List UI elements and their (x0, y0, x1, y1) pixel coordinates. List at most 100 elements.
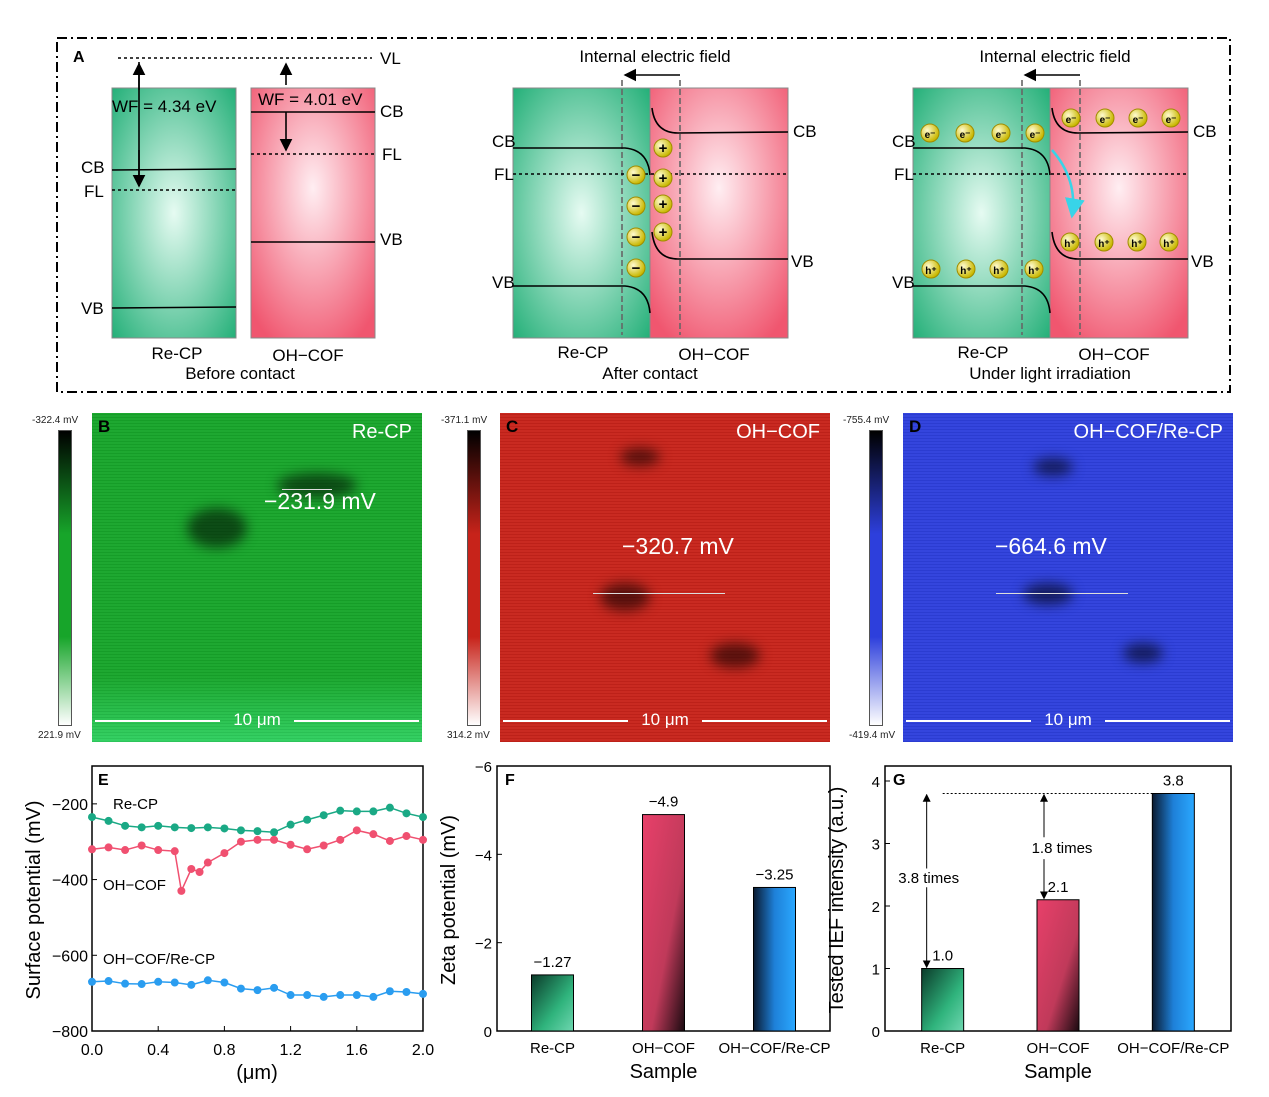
oh-cof-block (250, 87, 376, 339)
map-title: OH−COF (736, 421, 820, 443)
electron: e⁻ (1066, 115, 1077, 126)
y-tick-label: 1 (872, 962, 880, 979)
dark-spot (1123, 643, 1163, 663)
data-point (154, 977, 163, 986)
vb-label: VB (380, 230, 403, 249)
line-profile (996, 593, 1128, 594)
panel-f-bar-chart: F 0 −2 −4 −6 −1.27 Re-CP −4.9 OH−COF −3.25 OH−COF/… (438, 759, 831, 1083)
color-bar (869, 430, 883, 726)
data-point (170, 847, 179, 856)
y-tick-label: 0 (872, 1024, 880, 1041)
scale-bar: 10 μm (500, 710, 830, 730)
bar (921, 968, 965, 1032)
data-point (203, 976, 212, 985)
electron: e⁻ (996, 130, 1007, 141)
dark-spot (620, 448, 660, 466)
cb-left-bent (913, 147, 1051, 176)
negative-charge: − (632, 229, 641, 246)
map-title: OH−COF/Re-CP (1073, 421, 1223, 443)
vb-label: VB (791, 252, 814, 271)
hole-ball (1024, 259, 1044, 279)
cb-left-bent (513, 147, 651, 176)
hole: h⁺ (1163, 239, 1174, 250)
fl-label: FL (894, 165, 914, 184)
data-label: −1.27 (534, 954, 572, 971)
data-point (419, 989, 427, 998)
caption: After contact (602, 364, 698, 383)
category-label: Re-CP (530, 1040, 575, 1057)
dark-spot (277, 473, 357, 498)
data-point (369, 992, 378, 1001)
vb-left-bent (913, 285, 1051, 314)
charge-transfer-arrow (1051, 149, 1085, 219)
line-profile (593, 593, 725, 594)
data-point (137, 980, 146, 989)
category-label: Re-CP (920, 1040, 965, 1057)
potential-value: −320.7 mV (622, 533, 734, 559)
positive-charge-ball (653, 138, 673, 158)
category-label: OH−COF/Re-CP (1117, 1040, 1229, 1057)
hole-ball (1127, 232, 1147, 252)
dark-spot (187, 508, 247, 548)
bar (531, 974, 574, 1032)
kpfm-map-b: B Re-CP −231.9 mV 10 μm (92, 413, 422, 742)
data-point (121, 846, 130, 855)
positive-charge: + (659, 170, 668, 187)
data-point (352, 991, 361, 1000)
series-label: Re-CP (113, 796, 158, 813)
data-point (270, 828, 279, 837)
data-point (154, 846, 163, 855)
hole: h⁺ (960, 266, 971, 277)
data-point (336, 835, 345, 844)
colorbar-max-label: -371.1 mV (441, 415, 488, 426)
data-label: 1.0 (932, 948, 953, 965)
data-point (253, 827, 262, 836)
cb-label: CB (1193, 122, 1217, 141)
x-tick-label: 1.6 (346, 1042, 368, 1059)
data-point (88, 813, 96, 822)
y-tick-label: −600 (52, 948, 88, 965)
re-cp-label: Re-CP (151, 344, 202, 363)
hole: h⁺ (1064, 239, 1075, 250)
fl-label: FL (84, 182, 104, 201)
positive-charge-ball (653, 222, 673, 242)
data-point (385, 803, 394, 812)
oh-cof-label: OH−COF (1078, 345, 1149, 364)
data-point (336, 806, 345, 815)
electron: e⁻ (960, 130, 971, 141)
wf-right-label: WF = 4.01 eV (258, 90, 363, 109)
series-label: OH−COF/Re-CP (103, 951, 215, 968)
data-label: −4.9 (649, 794, 679, 811)
electron-ball (1161, 108, 1181, 128)
vb-label: VB (1191, 252, 1214, 271)
scale-bar: 10 μm (92, 710, 422, 730)
hole-ball (956, 259, 976, 279)
vb-left-bent (513, 285, 651, 314)
vb-right-bent (1051, 231, 1188, 260)
electron: e⁻ (1030, 130, 1041, 141)
data-point (319, 811, 328, 820)
x-tick-label: 0.8 (213, 1042, 235, 1059)
negative-charge-ball (626, 196, 646, 216)
hole: h⁺ (993, 266, 1004, 277)
y-axis-label: Surface potential (mV) (23, 801, 45, 1000)
data-point (177, 886, 186, 895)
re-cp-label: Re-CP (957, 343, 1008, 362)
hole-ball (1094, 232, 1114, 252)
electron: e⁻ (1100, 115, 1111, 126)
data-point (319, 992, 328, 1001)
y-tick-label: 0 (484, 1024, 492, 1041)
data-point (286, 820, 295, 829)
map-title: Re-CP (351, 421, 412, 443)
hole-ball (1060, 232, 1080, 252)
y-tick-label: −200 (52, 797, 88, 814)
negative-charge-ball (626, 258, 646, 278)
hole-ball (1159, 232, 1179, 252)
category-label: OH−COF (632, 1040, 695, 1057)
level-line (111, 306, 237, 309)
series-label: OH−COF (103, 877, 166, 894)
y-tick-label: −800 (52, 1024, 88, 1041)
positive-charge-ball (653, 168, 673, 188)
potential-value: −231.9 mV (264, 488, 376, 514)
vb-label: VB (892, 273, 915, 292)
